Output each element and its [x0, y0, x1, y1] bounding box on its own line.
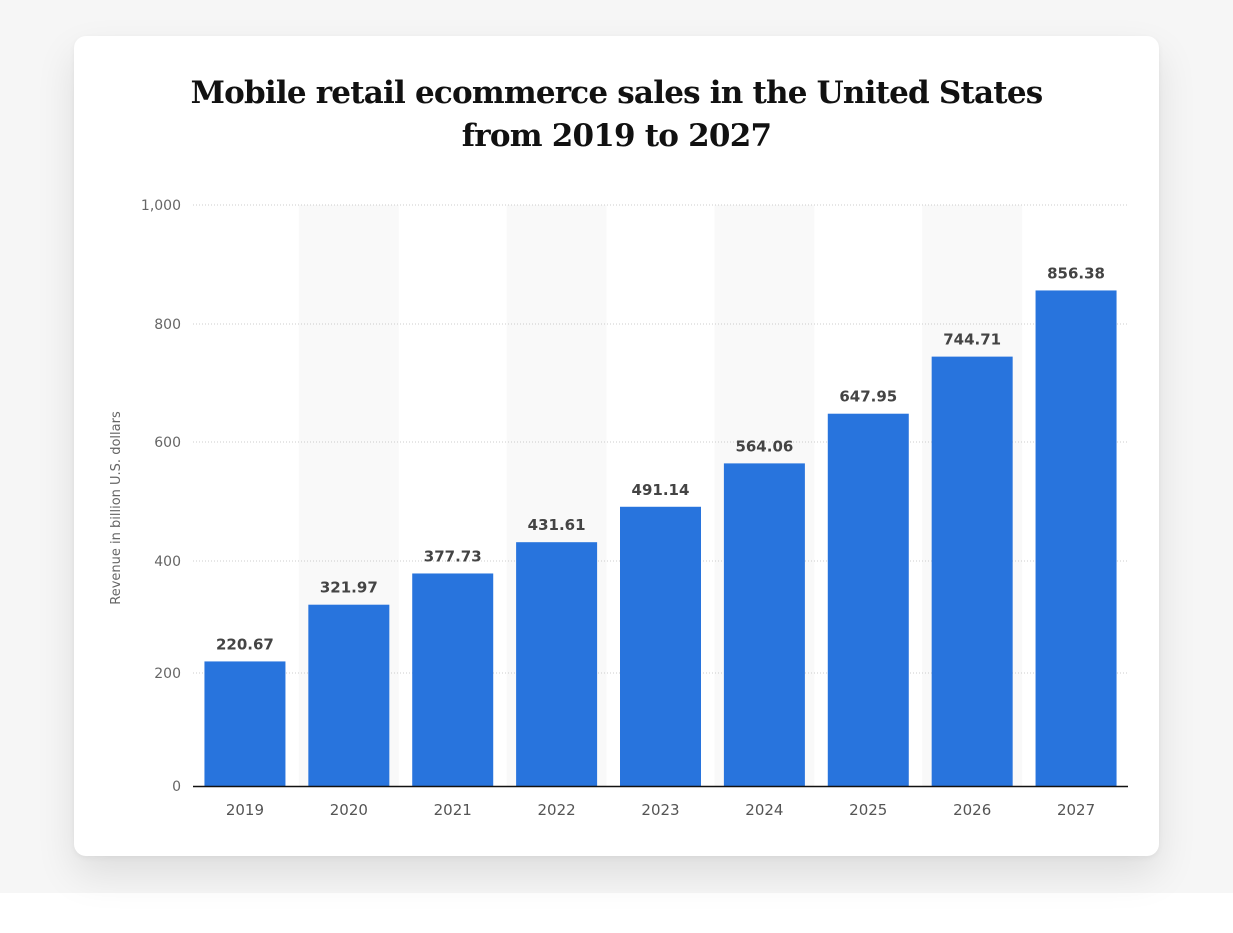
x-tick-label: 2023: [641, 801, 679, 819]
x-tick-label: 2020: [330, 801, 368, 819]
data-label: 647.95: [839, 388, 897, 406]
x-tick-label: 2022: [538, 801, 576, 819]
bar: [620, 506, 701, 786]
y-tick-label: 800: [154, 317, 181, 333]
data-label: 321.97: [320, 579, 378, 597]
bar: [516, 542, 598, 786]
bar: [723, 463, 805, 786]
bar: [931, 356, 1013, 786]
y-tick-label: 400: [154, 554, 181, 570]
bar: [412, 573, 494, 786]
y-tick-label: 0: [172, 779, 181, 795]
bar: [827, 413, 909, 786]
x-tick-label: 2019: [226, 801, 264, 819]
data-label: 491.14: [632, 481, 690, 499]
data-label: 220.67: [216, 635, 274, 653]
chart-title: Mobile retail ecommerce sales in the Uni…: [0, 72, 1233, 158]
data-label: 856.38: [1047, 264, 1105, 282]
chart-title-line-1: Mobile retail ecommerce sales in the Uni…: [190, 75, 1044, 111]
bar: [1035, 290, 1117, 786]
data-label: 377.73: [424, 547, 482, 565]
x-tick-label: 2025: [849, 801, 887, 819]
y-tick-label: 1,000: [141, 198, 181, 214]
data-label: 564.06: [735, 437, 793, 455]
chart-title-line-2: from 2019 to 2027: [461, 118, 772, 154]
y-tick-label: 600: [154, 435, 181, 451]
bar: [204, 661, 286, 786]
data-label: 744.71: [943, 331, 1001, 349]
y-axis-label: Revenue in billion U.S. dollars: [109, 411, 124, 605]
bar: [308, 604, 390, 786]
data-label: 431.61: [528, 516, 586, 534]
x-tick-label: 2021: [434, 801, 472, 819]
x-tick-label: 2026: [953, 801, 991, 819]
x-tick-label: 2027: [1057, 801, 1095, 819]
y-tick-label: 200: [154, 666, 181, 682]
x-tick-label: 2024: [745, 801, 783, 819]
